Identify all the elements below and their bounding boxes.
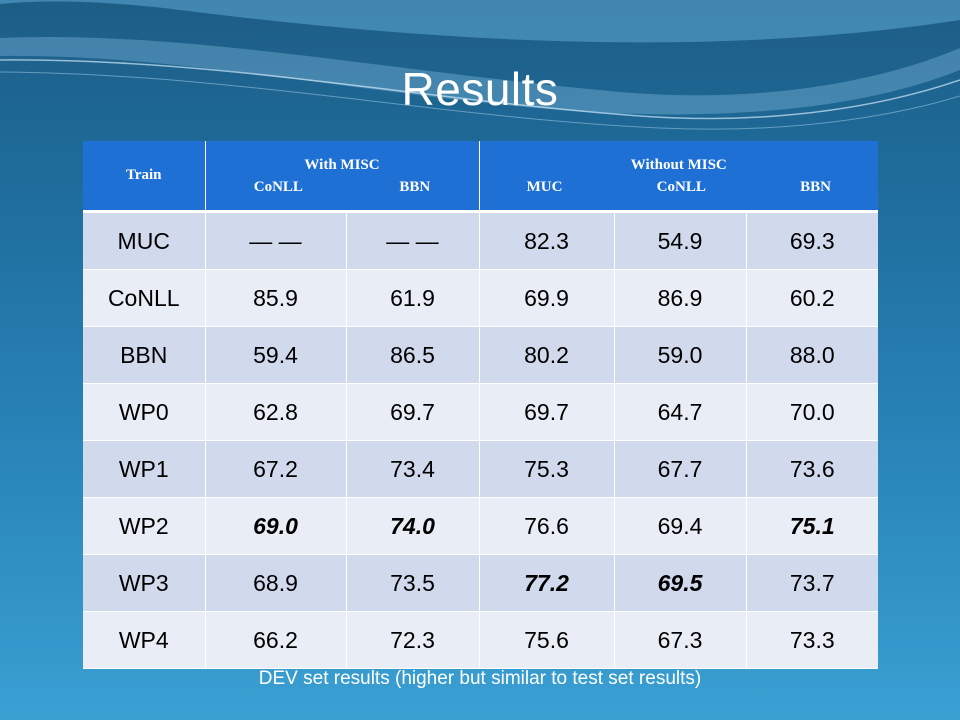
- table-cell: 74.0: [345, 497, 480, 555]
- header-without-misc-bbn: BBN: [800, 178, 831, 195]
- table-cell: 67.3: [613, 611, 747, 669]
- row-label: WP4: [83, 611, 206, 669]
- header-with-misc: With MISC CoNLL BBN: [204, 141, 479, 213]
- table-cell: — —: [204, 211, 347, 270]
- table-cell: 66.2: [204, 611, 347, 669]
- table-cell: 73.5: [345, 554, 480, 612]
- table-cell: 88.0: [745, 326, 879, 384]
- table-cell: 62.8: [204, 383, 347, 441]
- table-cell: 67.2: [204, 440, 347, 498]
- header-without-misc-conll: CoNLL: [656, 178, 706, 195]
- table-cell: 60.2: [745, 269, 879, 327]
- header-with-misc-label: With MISC: [304, 156, 380, 173]
- header-without-misc: Without MISC MUC CoNLL BBN: [478, 141, 879, 213]
- table-cell: 69.7: [345, 383, 480, 441]
- table-cell: 69.0: [204, 497, 347, 555]
- row-label: WP2: [83, 497, 206, 555]
- table-cell: 75.3: [478, 440, 615, 498]
- table-cell: 69.5: [613, 554, 747, 612]
- table-cell: 61.9: [345, 269, 480, 327]
- table-cell: 59.0: [613, 326, 747, 384]
- row-label: BBN: [83, 326, 206, 384]
- table-cell: 73.4: [345, 440, 480, 498]
- table-cell: 75.1: [745, 497, 879, 555]
- table-body: MUC — — — —82.3 54.9 69.3 CoNLL 85.9 61.9 69.9 86…: [83, 211, 879, 669]
- table-cell: 68.9: [204, 554, 347, 612]
- table-cell: — —: [345, 211, 480, 270]
- table-cell: 85.9: [204, 269, 347, 327]
- table-row: WP2 69.0 74.0 76.6 69.4 75.1: [83, 497, 879, 555]
- table-cell: 80.2: [478, 326, 615, 384]
- table-row: WP0 62.8 69.7 69.7 64.7 70.0: [83, 383, 879, 441]
- table-cell: 70.0: [745, 383, 879, 441]
- header-without-misc-muc: MUC: [526, 178, 563, 195]
- row-label: WP0: [83, 383, 206, 441]
- table-row: MUC — — — —82.3 54.9 69.3: [83, 211, 879, 270]
- table-cell: 82.3: [478, 211, 615, 270]
- table-row: WP1 67.2 73.4 75.3 67.7 73.6: [83, 440, 879, 498]
- slide-title: Results: [401, 63, 559, 115]
- table-cell: 75.6: [478, 611, 615, 669]
- table-row: WP3 68.9 73.5 77.2 69.5 73.7: [83, 554, 879, 612]
- table-cell: 73.3: [745, 611, 879, 669]
- table-cell: 54.9: [613, 211, 747, 270]
- header-without-misc-label: Without MISC: [630, 156, 727, 173]
- table-cell: 73.7: [745, 554, 879, 612]
- table-row: CoNLL 85.9 61.9 69.9 86.9 60.2: [83, 269, 879, 327]
- table-cell: 73.6: [745, 440, 879, 498]
- table-cell: 69.3: [745, 211, 879, 270]
- header-with-misc-conll: CoNLL: [253, 178, 303, 195]
- row-label: CoNLL: [83, 269, 206, 327]
- table-cell: 69.9: [478, 269, 615, 327]
- table-cell: 76.6: [478, 497, 615, 555]
- table-cell: 86.5: [345, 326, 480, 384]
- results-table: Train With MISC CoNLL BBN Without MISC M…: [83, 141, 879, 669]
- table-header-row: Train With MISC CoNLL BBN Without MISC M…: [83, 141, 879, 213]
- table-cell: 64.7: [613, 383, 747, 441]
- table-row: WP4 66.2 72.3 75.6 67.3 73.3: [83, 611, 879, 669]
- header-train: Train: [83, 141, 205, 213]
- table-cell: 59.4: [204, 326, 347, 384]
- row-label: MUC: [83, 211, 206, 270]
- slide-caption: DEV set results (higher but similar to t…: [258, 668, 702, 689]
- table-cell: 67.7: [613, 440, 747, 498]
- header-with-misc-bbn: BBN: [399, 178, 431, 195]
- row-label: WP1: [83, 440, 206, 498]
- table-cell: 72.3: [345, 611, 480, 669]
- table-row: BBN 59.4 86.5 80.2 59.0 88.0: [83, 326, 879, 384]
- header-train-label: Train: [125, 167, 162, 183]
- row-label: WP3: [83, 554, 206, 612]
- table-cell: 86.9: [613, 269, 747, 327]
- table-cell: 69.7: [478, 383, 615, 441]
- table-cell: 77.2: [478, 554, 615, 612]
- table-cell: 69.4: [613, 497, 747, 555]
